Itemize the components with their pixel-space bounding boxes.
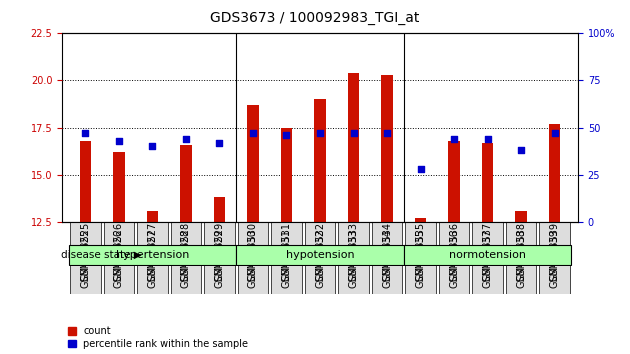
Point: [549, 130, 559, 136]
Text: GSM493538: GSM493538: [516, 228, 526, 287]
FancyBboxPatch shape: [404, 245, 571, 265]
FancyBboxPatch shape: [539, 222, 570, 294]
Bar: [549, 124, 561, 222]
FancyBboxPatch shape: [137, 222, 168, 294]
Bar: [79, 141, 91, 222]
FancyBboxPatch shape: [439, 222, 469, 294]
Text: GSM493531: GSM493531: [282, 228, 292, 287]
Text: GSM493534: GSM493534: [382, 222, 392, 281]
FancyBboxPatch shape: [236, 245, 404, 265]
Text: GSM493530: GSM493530: [248, 222, 258, 281]
Text: hypotension: hypotension: [285, 250, 354, 260]
Bar: [247, 105, 259, 222]
Text: hypertension: hypertension: [116, 250, 189, 260]
FancyBboxPatch shape: [71, 222, 101, 294]
Bar: [180, 144, 192, 222]
Text: GSM493536: GSM493536: [449, 222, 459, 281]
Text: GSM493527: GSM493527: [147, 228, 158, 287]
Text: GSM493538: GSM493538: [516, 222, 526, 281]
FancyBboxPatch shape: [204, 222, 234, 294]
Text: GSM493535: GSM493535: [416, 222, 425, 281]
Text: GSM493531: GSM493531: [282, 222, 292, 281]
Point: [449, 136, 459, 142]
Text: GSM493532: GSM493532: [315, 222, 325, 281]
Point: [483, 136, 493, 142]
FancyBboxPatch shape: [406, 222, 435, 294]
Bar: [214, 198, 226, 222]
Bar: [515, 211, 527, 222]
Text: GSM493539: GSM493539: [549, 222, 559, 281]
FancyBboxPatch shape: [305, 222, 335, 294]
Text: GSM493525: GSM493525: [81, 228, 91, 287]
Text: normotension: normotension: [449, 250, 526, 260]
Text: GSM493533: GSM493533: [348, 228, 358, 287]
Point: [315, 130, 325, 136]
Text: GSM493533: GSM493533: [348, 222, 358, 281]
FancyBboxPatch shape: [472, 222, 503, 294]
FancyBboxPatch shape: [272, 222, 302, 294]
Point: [248, 130, 258, 136]
Text: GSM493528: GSM493528: [181, 228, 191, 287]
Point: [114, 138, 124, 144]
Bar: [314, 99, 326, 222]
Bar: [348, 73, 359, 222]
Bar: [381, 75, 393, 222]
Point: [214, 140, 224, 145]
Text: GSM493539: GSM493539: [549, 228, 559, 287]
FancyBboxPatch shape: [238, 222, 268, 294]
Text: GSM493529: GSM493529: [214, 228, 224, 287]
Point: [181, 136, 191, 142]
Point: [348, 130, 358, 136]
Text: GSM493536: GSM493536: [449, 228, 459, 287]
Text: GSM493530: GSM493530: [248, 228, 258, 287]
Legend: count, percentile rank within the sample: count, percentile rank within the sample: [68, 326, 248, 349]
FancyBboxPatch shape: [69, 245, 236, 265]
FancyBboxPatch shape: [171, 222, 201, 294]
Text: GSM493535: GSM493535: [416, 228, 425, 287]
Text: GSM493528: GSM493528: [181, 222, 191, 281]
Point: [81, 130, 91, 136]
Text: GSM493526: GSM493526: [114, 228, 124, 287]
Text: GSM493529: GSM493529: [214, 222, 224, 281]
Text: GSM493525: GSM493525: [81, 222, 91, 281]
Point: [382, 130, 392, 136]
Bar: [482, 143, 493, 222]
Text: GSM493532: GSM493532: [315, 228, 325, 287]
Point: [415, 166, 425, 172]
Text: disease state ▶: disease state ▶: [61, 250, 142, 260]
FancyBboxPatch shape: [104, 222, 134, 294]
Point: [147, 144, 158, 149]
Text: GSM493526: GSM493526: [114, 222, 124, 281]
Text: GDS3673 / 100092983_TGI_at: GDS3673 / 100092983_TGI_at: [210, 11, 420, 25]
Bar: [415, 218, 427, 222]
FancyBboxPatch shape: [506, 222, 536, 294]
Bar: [448, 141, 460, 222]
Point: [282, 132, 292, 138]
Bar: [280, 127, 292, 222]
Point: [516, 147, 526, 153]
Text: GSM493537: GSM493537: [483, 222, 493, 281]
FancyBboxPatch shape: [372, 222, 402, 294]
FancyBboxPatch shape: [338, 222, 369, 294]
Text: GSM493534: GSM493534: [382, 228, 392, 287]
Bar: [113, 152, 125, 222]
Text: GSM493527: GSM493527: [147, 222, 158, 281]
Text: GSM493537: GSM493537: [483, 228, 493, 287]
Bar: [147, 211, 158, 222]
